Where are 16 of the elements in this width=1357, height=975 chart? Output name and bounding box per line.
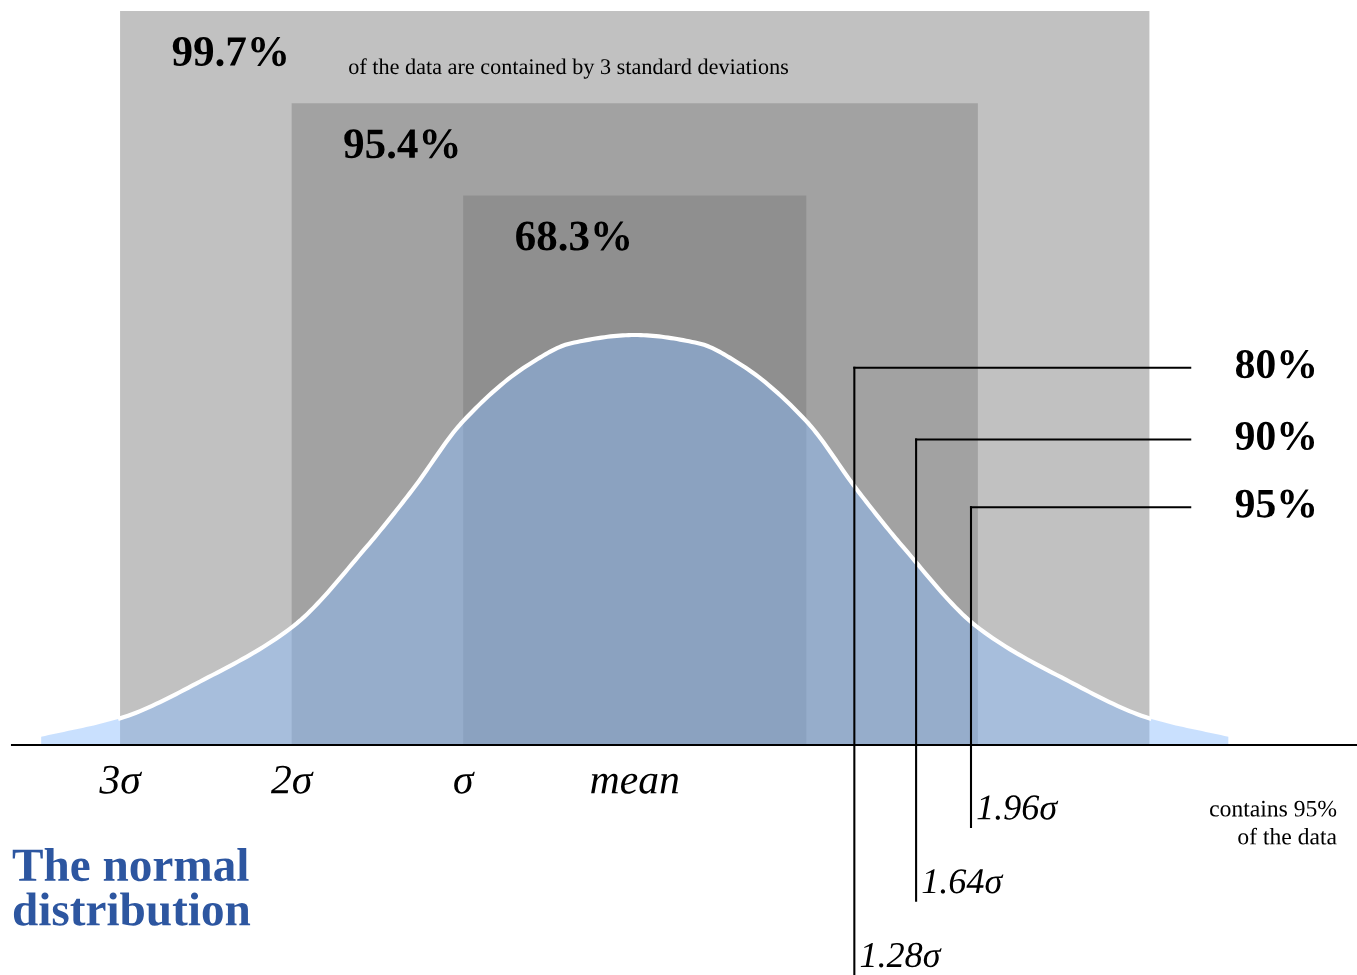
x-tick-label: σ — [454, 771, 475, 794]
annotation: 90% — [1235, 421, 1315, 451]
x-tick-label: mean — [591, 773, 679, 794]
annotation: 95% — [1235, 489, 1315, 518]
band-label: 95.4% — [344, 129, 458, 159]
text: The normal distribution — [12, 848, 251, 926]
text: contains 95% of the data — [1210, 800, 1337, 845]
ref-line-label: 1.28σ — [860, 942, 942, 968]
band-label: 99.7% — [172, 36, 286, 67]
x-tick-label: 2σ — [270, 765, 314, 794]
ref-line-label: 1.96σ — [977, 795, 1059, 820]
x-tick-label: 3σ — [99, 765, 143, 794]
annotation: 80% — [1235, 350, 1315, 379]
text: of the data are contained by 3 standard deviations — [349, 58, 789, 79]
band-label: 68.3% — [516, 221, 630, 251]
ref-line-label: 1.64σ — [922, 869, 1004, 894]
